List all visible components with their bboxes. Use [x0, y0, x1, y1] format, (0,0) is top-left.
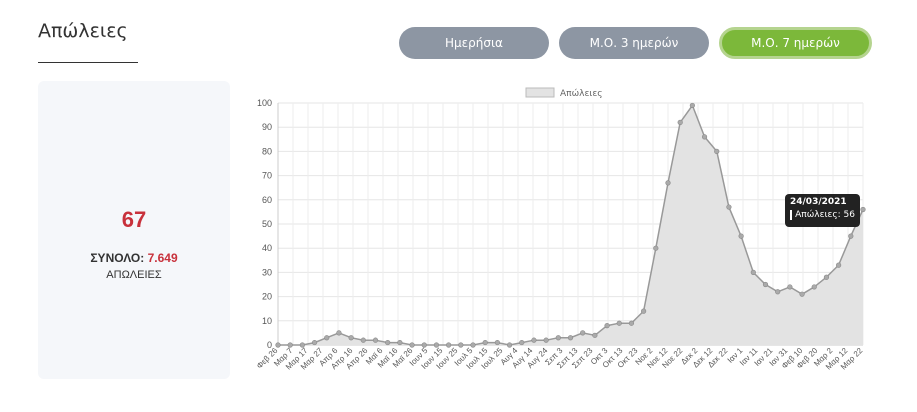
data-point: [543, 337, 549, 343]
data-point: [385, 339, 391, 346]
data-point: [372, 337, 379, 343]
data-point: [787, 284, 793, 290]
total-line: ΣΥΝΟΛΟ: 7.649: [38, 251, 230, 265]
data-point: [580, 330, 586, 336]
data-point: [665, 180, 671, 186]
data-point: [628, 320, 635, 326]
y-tick-label: 90: [262, 122, 272, 132]
y-tick-label: 40: [262, 243, 272, 253]
data-point: [324, 335, 330, 341]
unit-label: ΑΠΩΛΕΙΕΣ: [106, 269, 162, 281]
data-point: [799, 291, 805, 297]
data-point: [494, 339, 500, 346]
data-point: [519, 339, 525, 346]
data-point: [677, 119, 683, 125]
data-point: [506, 342, 513, 348]
series-area: [278, 105, 863, 346]
data-point: [604, 323, 610, 329]
data-point: [311, 339, 318, 346]
y-tick-label: 10: [262, 316, 272, 326]
data-point: [421, 342, 427, 348]
data-point: [726, 204, 732, 210]
data-point: [738, 233, 744, 239]
total-label: ΣΥΝΟΛΟ:: [90, 251, 145, 265]
y-tick-label: 30: [262, 267, 272, 277]
y-tick-label: 50: [262, 219, 272, 229]
y-tick-label: 60: [262, 195, 272, 205]
data-point: [653, 245, 659, 251]
data-point: [348, 335, 354, 341]
data-point: [567, 335, 574, 341]
chart-tooltip: 24/03/2021 Απώλειες: 56: [785, 194, 860, 227]
data-point: [555, 335, 561, 341]
data-point: [397, 339, 403, 346]
data-point: [762, 281, 769, 288]
data-point: [433, 342, 440, 348]
today-value: 67: [121, 207, 147, 232]
data-point: [750, 269, 756, 275]
moving-average-3-button[interactable]: Μ.Ο. 3 ημερών: [559, 27, 709, 59]
data-point: [836, 262, 842, 268]
y-tick-label: 20: [262, 292, 272, 302]
data-point: [592, 332, 598, 338]
y-tick-label: 100: [257, 98, 272, 108]
data-point: [409, 342, 415, 348]
data-point: [287, 342, 293, 348]
data-point: [531, 337, 537, 343]
summary-card: 67 ΣΥΝΟΛΟ: 7.649 ΑΠΩΛΕΙΕΣ: [38, 81, 230, 379]
legend-swatch: [525, 87, 555, 98]
data-point: [689, 102, 695, 109]
y-tick-label: 80: [262, 146, 272, 156]
total-value: 7.649: [147, 251, 178, 265]
tooltip-date: 24/03/2021: [790, 197, 847, 207]
data-point: [811, 284, 817, 290]
y-tick-label: 0: [267, 340, 272, 350]
data-point: [848, 233, 854, 239]
data-point: [458, 342, 464, 348]
tooltip-row: Απώλειες: 56: [790, 210, 855, 220]
title-underline: [38, 62, 138, 63]
daily-button[interactable]: Ημερήσια: [399, 27, 549, 59]
data-point: [775, 289, 781, 295]
data-point: [360, 337, 366, 343]
data-point: [714, 148, 720, 154]
tooltip-swatch: [790, 210, 793, 220]
moving-average-7-button[interactable]: Μ.Ο. 7 ημερών: [719, 27, 872, 59]
data-point: [823, 274, 830, 280]
data-point: [470, 342, 476, 348]
data-point: [275, 342, 281, 348]
data-point: [641, 308, 647, 314]
data-point: [701, 134, 708, 140]
page-title: Απώλειες: [38, 20, 128, 42]
tooltip-value: 56: [843, 210, 855, 220]
legend-label: Απώλειες: [560, 88, 603, 99]
data-point: [299, 342, 305, 348]
data-point: [860, 206, 866, 213]
data-point: [616, 320, 622, 326]
data-point: [446, 342, 452, 348]
tooltip-series-label: Απώλειες:: [795, 210, 841, 220]
data-point: [482, 339, 488, 346]
data-point: [336, 330, 342, 336]
y-tick-label: 70: [262, 171, 272, 181]
